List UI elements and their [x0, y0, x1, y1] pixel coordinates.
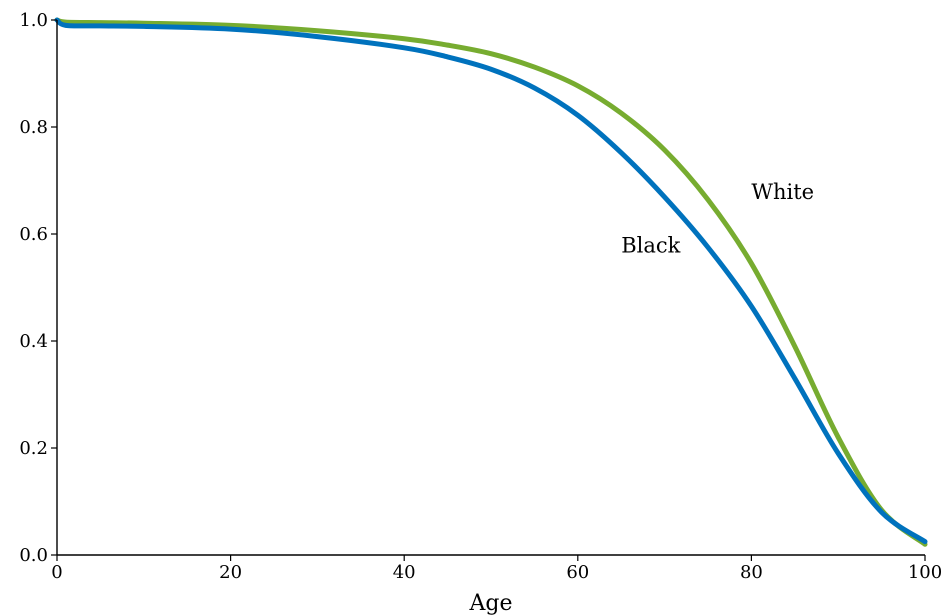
y-tick-label: 0.4	[19, 331, 48, 352]
x-tick-label: 60	[566, 562, 589, 583]
x-tick-label: 0	[51, 562, 62, 583]
x-tick-label: 80	[740, 562, 763, 583]
plot-lines	[54, 17, 928, 547]
x-tick-label: 100	[908, 562, 942, 583]
y-tick-label: 0.6	[19, 224, 48, 245]
series-label-white: White	[751, 180, 814, 204]
y-tick-label: 0.8	[19, 117, 48, 138]
series-line-black	[54, 17, 928, 545]
x-axis-label: Age	[469, 591, 513, 615]
x-tick-label: 20	[219, 562, 242, 583]
y-tick-label: 0.0	[19, 545, 48, 566]
x-tick-label: 40	[393, 562, 416, 583]
y-tick-label: 0.2	[19, 438, 48, 459]
series-line-white	[54, 17, 928, 547]
y-tick-label: 1.0	[19, 10, 48, 31]
axis-ticks: 0 20 40 60 80 100 0.0 0.2 0.4 0.6 0.8 1.0	[19, 10, 942, 583]
series-labels: White Black	[621, 180, 814, 258]
series-label-black: Black	[621, 234, 680, 258]
